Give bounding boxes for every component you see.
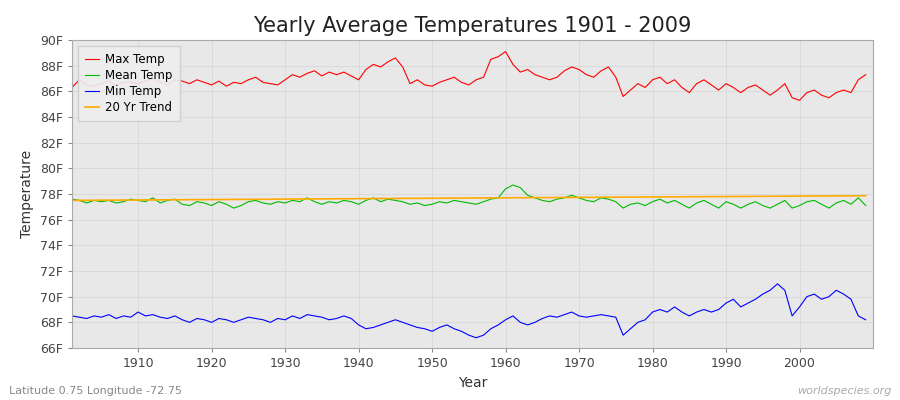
Max Temp bbox=[596, 68, 607, 73]
Min Temp bbox=[287, 314, 298, 318]
Max Temp bbox=[860, 72, 871, 77]
Max Temp bbox=[508, 62, 518, 67]
Y-axis label: Temperature: Temperature bbox=[21, 150, 34, 238]
Mean Temp bbox=[508, 183, 518, 188]
Mean Temp bbox=[515, 185, 526, 190]
Mean Temp bbox=[229, 206, 239, 210]
20 Yr Trend bbox=[500, 196, 511, 200]
Min Temp bbox=[772, 282, 783, 286]
Mean Temp bbox=[67, 197, 77, 202]
Mean Temp bbox=[603, 197, 614, 202]
Max Temp bbox=[67, 85, 77, 90]
Mean Temp bbox=[125, 197, 136, 202]
Title: Yearly Average Temperatures 1901 - 2009: Yearly Average Temperatures 1901 - 2009 bbox=[253, 16, 692, 36]
20 Yr Trend bbox=[860, 193, 871, 198]
Line: Mean Temp: Mean Temp bbox=[72, 185, 866, 208]
Min Temp bbox=[596, 312, 607, 317]
Mean Temp bbox=[338, 198, 349, 203]
Min Temp bbox=[471, 335, 482, 340]
Text: Latitude 0.75 Longitude -72.75: Latitude 0.75 Longitude -72.75 bbox=[9, 386, 182, 396]
Max Temp bbox=[331, 72, 342, 77]
20 Yr Trend bbox=[589, 195, 599, 200]
Mean Temp bbox=[500, 186, 511, 191]
Line: Min Temp: Min Temp bbox=[72, 284, 866, 338]
20 Yr Trend bbox=[331, 196, 342, 201]
Min Temp bbox=[860, 317, 871, 322]
20 Yr Trend bbox=[287, 197, 298, 202]
Min Temp bbox=[500, 317, 511, 322]
Min Temp bbox=[125, 315, 136, 320]
Min Temp bbox=[331, 316, 342, 321]
20 Yr Trend bbox=[125, 198, 136, 202]
20 Yr Trend bbox=[493, 196, 504, 200]
Max Temp bbox=[493, 54, 504, 59]
Min Temp bbox=[508, 314, 518, 318]
Max Temp bbox=[287, 72, 298, 77]
Legend: Max Temp, Mean Temp, Min Temp, 20 Yr Trend: Max Temp, Mean Temp, Min Temp, 20 Yr Tre… bbox=[78, 46, 179, 121]
Line: Max Temp: Max Temp bbox=[72, 52, 866, 100]
Text: worldspecies.org: worldspecies.org bbox=[796, 386, 891, 396]
Max Temp bbox=[125, 80, 136, 85]
Mean Temp bbox=[860, 203, 871, 208]
Max Temp bbox=[794, 98, 805, 103]
Mean Temp bbox=[294, 199, 305, 204]
Line: 20 Yr Trend: 20 Yr Trend bbox=[72, 196, 866, 200]
Min Temp bbox=[67, 314, 77, 318]
Max Temp bbox=[500, 49, 511, 54]
20 Yr Trend bbox=[67, 198, 77, 203]
X-axis label: Year: Year bbox=[458, 376, 487, 390]
